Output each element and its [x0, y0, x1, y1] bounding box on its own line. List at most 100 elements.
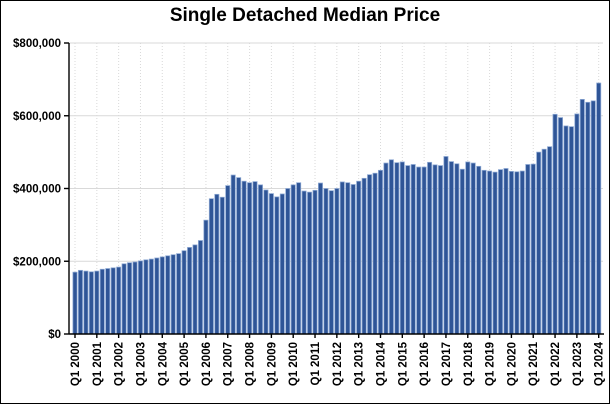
- bar: [508, 171, 514, 335]
- bar: [334, 188, 340, 335]
- y-tick-label: $800,000: [13, 38, 61, 50]
- bar: [116, 266, 122, 335]
- bar: [328, 190, 334, 335]
- bar: [470, 162, 476, 335]
- bar: [552, 113, 558, 335]
- bar: [590, 100, 596, 335]
- x-tick-label: Q1 2000: [70, 342, 82, 386]
- bar: [268, 193, 274, 335]
- bar: [121, 263, 127, 335]
- bar: [339, 181, 345, 335]
- bar: [492, 171, 498, 335]
- bar: [279, 193, 285, 335]
- bar: [378, 169, 383, 335]
- bar: [367, 174, 373, 335]
- bar: [318, 182, 323, 335]
- x-tick-label: Q1 2007: [223, 342, 235, 386]
- bar: [77, 269, 83, 335]
- bar: [432, 164, 438, 335]
- bar: [225, 185, 231, 335]
- x-tick-label: Q1 2019: [485, 342, 497, 386]
- bar: [159, 256, 165, 335]
- bar: [296, 182, 302, 335]
- y-tick-label: $400,000: [13, 184, 61, 196]
- bar: [285, 188, 291, 335]
- bar: [574, 113, 580, 335]
- bar: [88, 271, 94, 335]
- bar: [585, 101, 591, 335]
- x-tick-label: Q1 2003: [135, 342, 147, 386]
- bar: [596, 82, 602, 335]
- bar: [230, 174, 236, 335]
- bar: [438, 165, 443, 335]
- bar: [541, 148, 547, 335]
- x-tick-label: Q1 2017: [441, 342, 453, 386]
- bar: [323, 188, 329, 335]
- x-tick-label: Q1 2020: [506, 342, 518, 386]
- bar: [350, 184, 356, 335]
- bar: [208, 198, 214, 335]
- bar: [72, 271, 78, 335]
- bar: [154, 257, 160, 335]
- x-tick-label: Q1 2011: [310, 341, 322, 385]
- bar: [498, 169, 503, 335]
- bar: [274, 196, 280, 335]
- bar: [110, 267, 116, 335]
- bar: [536, 151, 542, 335]
- bar: [459, 168, 465, 335]
- bar: [558, 117, 563, 335]
- bar: [94, 270, 100, 335]
- bar: [454, 163, 460, 335]
- bar: [405, 165, 411, 335]
- bar: [476, 165, 482, 335]
- y-tick-label: $200,000: [13, 256, 61, 268]
- bar: [410, 164, 416, 335]
- bar: [530, 163, 536, 335]
- bar: [290, 184, 296, 335]
- bar: [579, 99, 585, 335]
- bar: [241, 180, 247, 335]
- bar: [383, 162, 389, 335]
- x-tick-label: Q1 2013: [354, 342, 366, 386]
- bar: [345, 182, 351, 335]
- x-tick-label: Q1 2006: [201, 342, 213, 386]
- bar: [416, 166, 422, 335]
- x-tick-label: Q1 2016: [419, 342, 431, 386]
- bar: [514, 171, 520, 335]
- bar: [143, 259, 149, 335]
- bar: [105, 268, 111, 335]
- bar: [487, 170, 493, 335]
- bar: [187, 247, 193, 335]
- bar: [547, 146, 553, 335]
- bar: [83, 270, 89, 335]
- bar: [236, 177, 242, 335]
- x-tick-label: Q1 2004: [157, 341, 169, 386]
- x-tick-label: Q1 2012: [332, 342, 344, 386]
- bar: [525, 164, 531, 335]
- y-tick-label: $600,000: [13, 111, 61, 123]
- bar: [132, 261, 138, 335]
- bar: [203, 219, 209, 335]
- x-tick-label: Q1 2018: [463, 341, 475, 386]
- bar: [176, 253, 182, 335]
- bar: [301, 190, 307, 335]
- bar: [137, 260, 143, 335]
- x-tick-label: Q1 2001: [92, 341, 104, 386]
- bar: [448, 161, 454, 335]
- bar: [219, 196, 225, 335]
- bar: [563, 125, 569, 335]
- bar: [394, 162, 400, 335]
- chart-title: Single Detached Median Price: [169, 5, 441, 26]
- bar: [307, 191, 313, 335]
- x-tick-label: Q1 2010: [288, 342, 300, 386]
- x-tick-label: Q1 2009: [266, 342, 278, 386]
- y-tick-label: $0: [48, 329, 61, 341]
- bar: [258, 184, 263, 335]
- bar: [372, 172, 378, 335]
- bar: [99, 268, 105, 335]
- bar: [214, 193, 220, 335]
- x-tick-label: Q1 2022: [550, 342, 562, 386]
- bar: [421, 166, 427, 335]
